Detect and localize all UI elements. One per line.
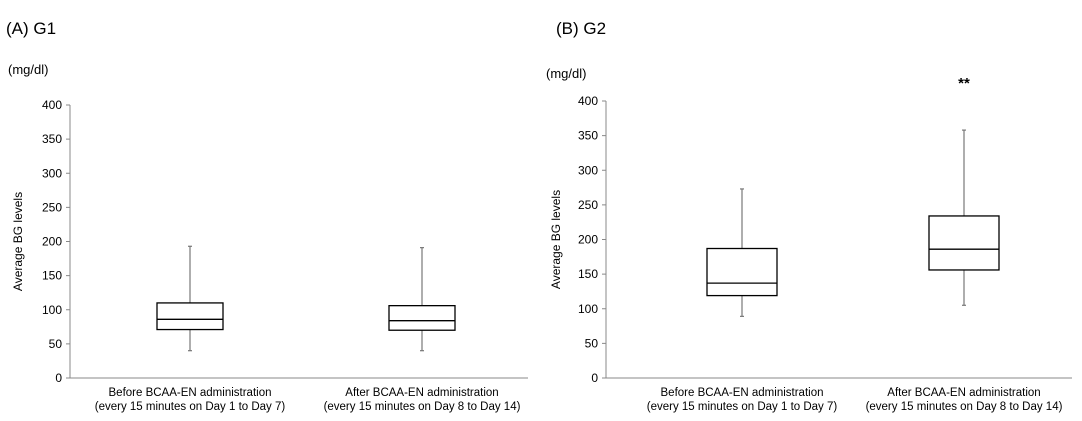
y-tick-label: 50 <box>49 337 63 351</box>
box-plot-2 <box>388 247 456 352</box>
y-tick-label: 0 <box>591 371 598 385</box>
box-plot-1 <box>706 188 778 317</box>
y-tick-label: 350 <box>578 129 598 143</box>
y-unit-label: (mg/dl) <box>546 66 586 81</box>
box-plot-1 <box>156 245 224 352</box>
significance-marker: ** <box>958 75 970 92</box>
x-category-label-line2: (every 15 minutes on Day 1 to Day 7) <box>647 401 838 413</box>
x-category-label-line2: (every 15 minutes on Day 8 to Day 14) <box>324 401 521 413</box>
y-tick-label: 150 <box>578 267 598 281</box>
y-tick-label: 250 <box>42 200 62 214</box>
y-tick-label: 300 <box>42 166 62 180</box>
x-category-label-line1: Before BCAA-EN administration <box>109 387 272 399</box>
panel-title: (A) G1 <box>6 19 56 38</box>
y-tick-label: 300 <box>578 163 598 177</box>
y-tick-label: 400 <box>578 94 598 108</box>
y-tick-label: 100 <box>42 303 62 317</box>
box-iqr <box>388 305 456 331</box>
box-plot-2 <box>928 129 1000 306</box>
y-axis-label: Average BG levels <box>11 192 25 291</box>
y-tick-label: 350 <box>42 132 62 146</box>
box-iqr <box>928 215 1000 271</box>
y-tick-label: 250 <box>578 198 598 212</box>
y-tick-label: 100 <box>578 302 598 316</box>
x-category-label-line2: (every 15 minutes on Day 8 to Day 14) <box>866 401 1063 413</box>
y-tick-label: 200 <box>42 235 62 249</box>
x-category-label-line1: After BCAA-EN administration <box>345 387 498 399</box>
chart-panel-2: (B) G2 (mg/dl) Average BG levels 0 50 100 150 2… <box>546 19 1072 413</box>
x-category-label-line1: Before BCAA-EN administration <box>661 387 824 399</box>
panel-title: (B) G2 <box>556 19 606 38</box>
y-tick-label: 400 <box>42 98 62 112</box>
box-iqr <box>156 302 224 331</box>
x-category-label-line1: After BCAA-EN administration <box>887 387 1040 399</box>
y-tick-label: 200 <box>578 233 598 247</box>
y-tick-label: 150 <box>42 269 62 283</box>
y-unit-label: (mg/dl) <box>8 62 48 77</box>
y-tick-label: 50 <box>585 336 599 350</box>
y-axis-label: Average BG levels <box>549 190 563 289</box>
y-tick-label: 0 <box>55 371 62 385</box>
box-iqr <box>706 247 778 297</box>
chart-panel-1: (A) G1 (mg/dl) Average BG levels 0 50 100 150 2… <box>6 19 528 413</box>
x-category-label-line2: (every 15 minutes on Day 1 to Day 7) <box>95 401 286 413</box>
